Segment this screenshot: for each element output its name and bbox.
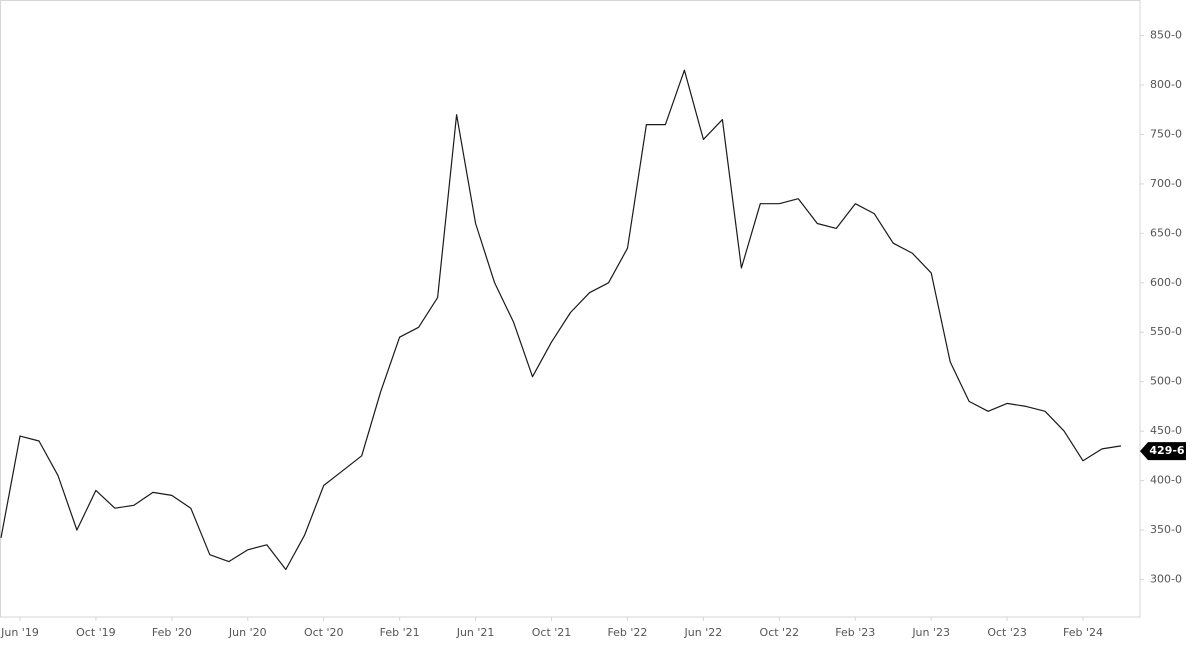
y-tick-label: 650-0: [1150, 226, 1182, 239]
plot-frame: [0, 0, 1141, 618]
y-tick-label: 850-0: [1150, 29, 1182, 42]
x-tick-label: Jun '23: [911, 626, 950, 639]
x-tick-label: Oct '21: [532, 626, 572, 639]
y-tick-label: 450-0: [1150, 424, 1182, 437]
y-tick-label: 350-0: [1150, 523, 1182, 536]
y-tick-label: 600-0: [1150, 276, 1182, 289]
x-tick-label: Oct '20: [304, 626, 344, 639]
x-tick-label: Feb '22: [607, 626, 647, 639]
x-tick-label: Oct '23: [987, 626, 1027, 639]
last-price-marker: [1140, 442, 1186, 461]
price-line: [0, 69, 1122, 571]
y-tick-label: 700-0: [1150, 177, 1182, 190]
x-tick-label: Jun '22: [684, 626, 723, 639]
y-tick-label: 750-0: [1150, 127, 1182, 140]
y-tick-label: 800-0: [1150, 78, 1182, 91]
x-tick-label: Jun '20: [228, 626, 267, 639]
x-tick-label: Feb '24: [1063, 626, 1103, 639]
y-tick-label: 550-0: [1150, 325, 1182, 338]
x-tick-label: Jun '19: [0, 626, 39, 639]
x-tick-label: Feb '23: [835, 626, 875, 639]
y-tick-label: 500-0: [1150, 375, 1182, 388]
x-tick-label: Oct '22: [760, 626, 800, 639]
x-tick-label: Feb '21: [380, 626, 420, 639]
x-tick-label: Oct '19: [76, 626, 116, 639]
x-tick-label: Feb '20: [152, 626, 192, 639]
y-tick-label: 300-0: [1150, 572, 1182, 585]
last-price-label: 429-6: [1149, 444, 1185, 457]
x-tick-label: Jun '21: [456, 626, 495, 639]
y-tick-label: 400-0: [1150, 474, 1182, 487]
